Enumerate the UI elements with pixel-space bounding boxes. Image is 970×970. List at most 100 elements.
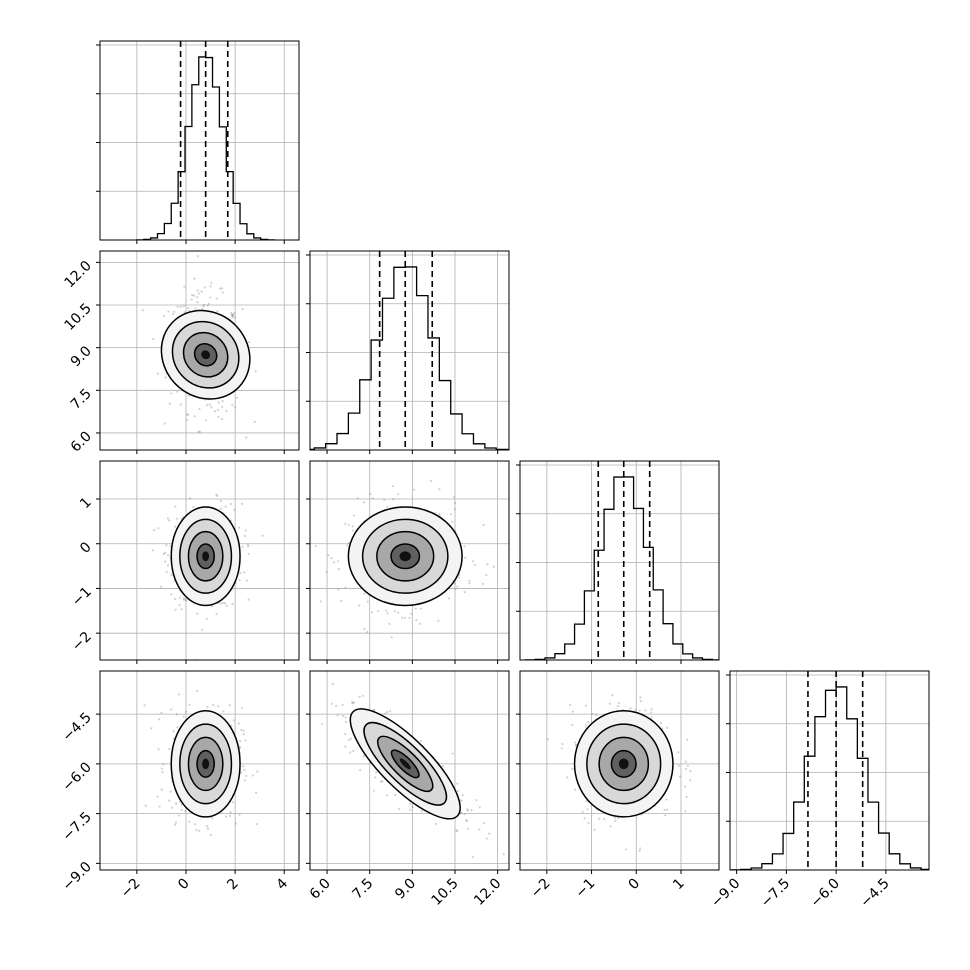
scatter-point [247, 552, 250, 555]
scatter-point [246, 543, 250, 546]
scatter-point [178, 814, 181, 817]
scatter-point [242, 729, 245, 732]
scatter-point [383, 498, 386, 501]
scatter-point [206, 304, 209, 307]
scatter-point [561, 742, 564, 746]
scatter-point [362, 501, 366, 504]
scatter-point [158, 805, 161, 808]
panel-frame [99, 40, 300, 241]
histogram-0 [136, 56, 276, 240]
scatter-point [583, 817, 586, 820]
scatter-point [176, 305, 179, 308]
scatter-point [413, 488, 416, 491]
contour-line-3 [347, 506, 463, 607]
y-tick-label: −2 [69, 629, 95, 655]
scatter-point [573, 741, 577, 744]
contour-line-2 [363, 721, 448, 806]
scatter-point [153, 528, 156, 532]
scatter-point [385, 609, 388, 612]
scatter-point [196, 612, 199, 615]
contour-line-2 [586, 723, 662, 805]
scatter-point [216, 310, 219, 313]
scatter-point [205, 825, 209, 828]
scatter-point [331, 682, 334, 686]
scatter-point [245, 436, 248, 439]
scatter-point [174, 802, 178, 805]
scatter-point [176, 726, 179, 729]
scatter-point [201, 307, 204, 311]
scatter-point [613, 816, 617, 819]
scatter-point [374, 776, 377, 779]
panel-frame [309, 460, 510, 661]
scatter-point [238, 813, 241, 816]
scatter-point [217, 705, 220, 708]
scatter-point [419, 739, 422, 743]
scatter-point [175, 517, 179, 520]
scatter-point [332, 561, 335, 564]
scatter-point [677, 751, 680, 754]
scatter-point [231, 314, 234, 317]
scatter-point [574, 788, 577, 791]
scatter-point [209, 296, 212, 299]
scatter-point [193, 415, 196, 418]
scatter-point [457, 576, 461, 579]
panel-body [100, 461, 299, 660]
scatter-point [478, 828, 481, 831]
scatter-point [161, 771, 164, 774]
panel-2-2 [516, 460, 720, 664]
scatter-point [371, 497, 374, 500]
scatter-point [170, 806, 174, 809]
scatter-point [456, 789, 460, 792]
panel-frame [519, 670, 720, 871]
scatter-point [261, 534, 264, 537]
scatter-point [248, 340, 251, 344]
scatter-point [231, 316, 234, 319]
scatter-point [349, 751, 352, 754]
scatter-point [584, 724, 587, 727]
contour-line-3 [349, 708, 461, 820]
scatter-point [166, 554, 170, 557]
scatter-point [351, 525, 354, 528]
scatter-point [173, 823, 177, 826]
scatter-point [232, 719, 235, 722]
scatter-point [292, 551, 294, 553]
scatter-point [237, 526, 241, 529]
scatter-point [347, 738, 351, 742]
contour-line-2 [179, 723, 233, 805]
contour-line-0 [196, 543, 215, 570]
scatter-point [571, 723, 574, 727]
y-tick-label: 12.0 [61, 258, 94, 291]
scatter-point [219, 499, 222, 503]
panel-body [292, 461, 509, 660]
scatter-point [193, 277, 196, 280]
scatter-point [370, 611, 374, 614]
scatter-point [212, 703, 215, 707]
density-fill [202, 551, 210, 562]
scatter-point [482, 524, 485, 527]
scatter-point [198, 407, 201, 411]
scatter-point [194, 307, 197, 310]
panel-body [520, 671, 719, 870]
scatter-point [217, 401, 220, 404]
contour-line-1 [377, 735, 434, 793]
scatter-point [346, 544, 349, 547]
y-tick-label: −1 [69, 584, 95, 610]
scatter-point [453, 582, 457, 585]
scatter-point [598, 817, 601, 820]
scatter-point [247, 598, 250, 601]
panel-body [310, 671, 509, 870]
scatter-point [234, 406, 237, 409]
scatter-point [665, 798, 668, 801]
scatter-point [344, 745, 347, 748]
scatter-point [345, 720, 348, 723]
scatter-point [337, 588, 340, 591]
scatter-point [157, 718, 161, 721]
scatter-point [233, 312, 236, 315]
scatter-point [463, 591, 466, 594]
scatter-point [390, 636, 393, 639]
scatter-point [386, 612, 389, 615]
scatter-point [168, 402, 171, 405]
scatter-point [330, 702, 334, 705]
scatter-point [205, 617, 208, 620]
x-tick-label: −4.5 [857, 876, 892, 911]
